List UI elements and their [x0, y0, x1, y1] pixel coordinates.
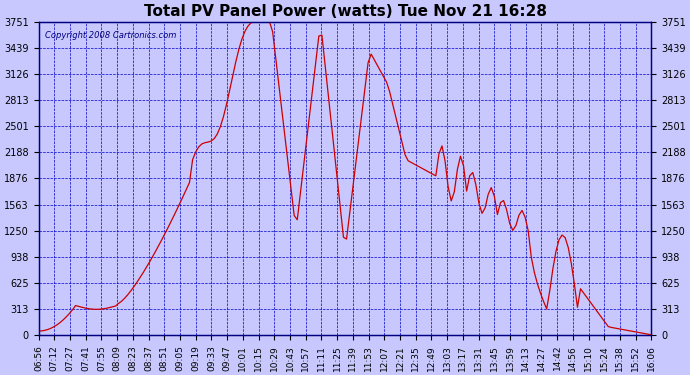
Text: Copyright 2008 Cartronics.com: Copyright 2008 Cartronics.com	[45, 31, 176, 40]
Title: Total PV Panel Power (watts) Tue Nov 21 16:28: Total PV Panel Power (watts) Tue Nov 21 …	[144, 4, 546, 19]
